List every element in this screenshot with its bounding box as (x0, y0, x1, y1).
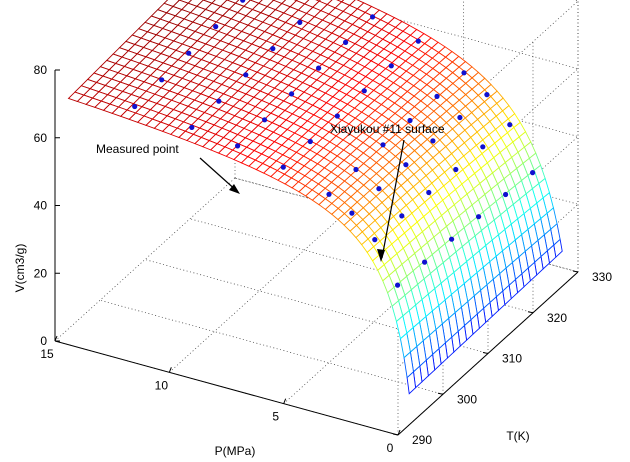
measured-point (430, 138, 436, 144)
x-tick-label: 0 (387, 441, 394, 455)
measured-point (189, 124, 195, 130)
z-tick-label: 0 (40, 334, 47, 348)
measured-point (415, 38, 421, 44)
measured-point (307, 138, 313, 145)
measured-point (240, 0, 246, 3)
anno-layer: Measured point Xiayukou #11 surface (96, 122, 445, 262)
annotation-measured-point: Measured point (96, 142, 179, 156)
y-tick-label: 300 (457, 392, 477, 406)
measured-point (280, 164, 286, 170)
measured-point (457, 114, 463, 121)
measured-point (213, 24, 219, 30)
y-tick-mark (392, 433, 399, 436)
measured-point (186, 50, 192, 56)
measured-point (530, 170, 536, 176)
x-tick-mark (54, 335, 58, 342)
arrow-measured-point (199, 157, 239, 193)
measured-point (403, 162, 409, 168)
x-axis-title: P(MPa) (215, 444, 256, 458)
measured-point (159, 77, 165, 83)
measured-point (361, 88, 367, 94)
x-tick-mark (168, 367, 172, 373)
measured-point (395, 282, 401, 288)
y-tick-label: 290 (412, 433, 432, 447)
measured-point (376, 186, 382, 192)
measured-point (503, 191, 509, 198)
x-tick-mark (283, 398, 287, 404)
measured-point (297, 19, 303, 25)
measured-point (326, 191, 332, 197)
measured-point (370, 14, 376, 20)
measured-point (216, 98, 222, 104)
measured-point (422, 259, 428, 265)
measured-point (349, 210, 355, 216)
arrow-head-measured-point (229, 184, 240, 194)
x-tick-mark (397, 429, 401, 436)
z-tick-label: 60 (34, 131, 48, 145)
measured-point (399, 213, 405, 219)
measured-point (334, 113, 340, 119)
measured-point (316, 65, 322, 71)
y-tick-label: 310 (502, 352, 522, 366)
measured-point (407, 117, 413, 124)
z-tick-label: 80 (34, 63, 48, 77)
measured-point (243, 72, 249, 78)
y-tick-mark (437, 392, 444, 395)
measured-point (343, 39, 349, 46)
measured-point (270, 46, 276, 52)
x-tick-label: 5 (272, 410, 279, 424)
measured-point (507, 122, 513, 128)
grid-x-floor-line (169, 209, 350, 373)
measured-point (434, 93, 440, 99)
surface-layer (67, 0, 563, 395)
y-tick-label: 330 (592, 270, 612, 284)
ticks-layer: 0 20 40 60 80 0 5 10 15 290 300 310 320 330 (34, 63, 613, 455)
z-tick-label: 20 (34, 266, 48, 280)
y-axis-title: T(K) (506, 429, 529, 443)
measured-point (380, 142, 386, 148)
x-axis-line (54, 340, 399, 436)
measured-point (476, 214, 482, 220)
y-tick-label: 320 (547, 311, 567, 325)
measured-point (426, 189, 432, 196)
measured-point (461, 70, 467, 76)
measured-point (388, 63, 394, 69)
measured-point (289, 91, 295, 97)
surface-cell (67, 91, 85, 102)
grid-x-floor-line (54, 177, 236, 342)
y-tick-mark (527, 311, 534, 314)
arrow-head-surface (377, 249, 385, 262)
x-tick-label: 15 (40, 347, 54, 361)
y-tick-mark (572, 270, 579, 273)
measured-point (453, 166, 459, 173)
z-tick-label: 40 (34, 199, 48, 213)
measured-point (132, 103, 138, 110)
z-axis-title: V(cm3/g) (13, 244, 27, 293)
y-tick-mark (482, 352, 489, 354)
measured-point (372, 237, 378, 243)
measured-point (262, 117, 268, 123)
x-tick-label: 10 (155, 378, 169, 392)
grid-y-floor-line (99, 299, 444, 395)
measured-point (353, 166, 359, 173)
measured-point (449, 236, 455, 242)
measured-point (480, 144, 486, 150)
measured-point (484, 92, 490, 98)
points-layer (132, 0, 536, 288)
arrow-surface (381, 139, 405, 259)
annotation-surface: Xiayukou #11 surface (330, 122, 445, 136)
measured-point (235, 143, 241, 149)
